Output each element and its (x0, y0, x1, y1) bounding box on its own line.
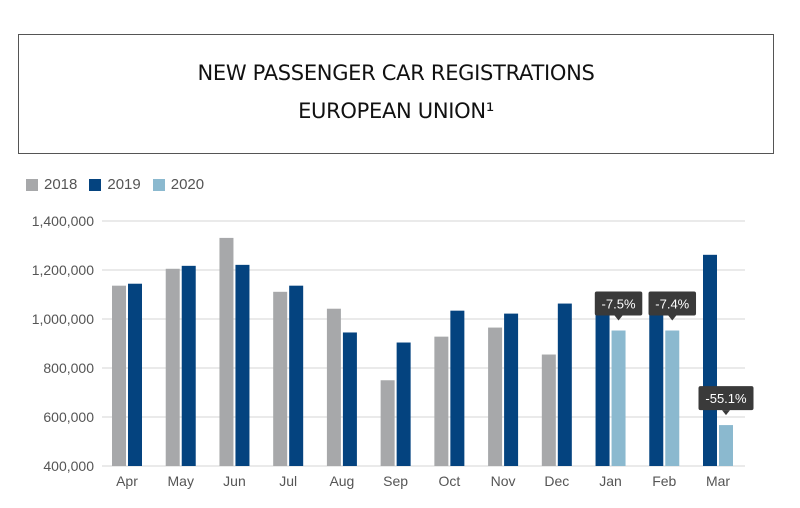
x-tick-label: Jun (223, 473, 246, 489)
bar-sep-2018 (380, 380, 395, 466)
chart-title-line1: NEW PASSENGER CAR REGISTRATIONS (197, 61, 595, 85)
bar-jan-2019 (595, 310, 610, 466)
bar-nov-2019 (504, 313, 519, 466)
legend-label: 2019 (107, 176, 141, 193)
y-tick-label: 1,200,000 (32, 262, 94, 278)
x-tick-label: Oct (438, 473, 460, 489)
x-tick-label: Dec (544, 473, 569, 489)
x-tick-label: Apr (116, 473, 138, 489)
chart-title-box: NEW PASSENGER CAR REGISTRATIONS EUROPEAN… (18, 34, 774, 154)
x-tick-label: Jan (599, 473, 622, 489)
bar-jun-2018 (219, 237, 234, 466)
bar-jul-2018 (273, 291, 288, 466)
bar-sep-2019 (396, 342, 411, 466)
bar-feb-2020 (665, 330, 680, 466)
y-tick-label: 1,400,000 (32, 213, 94, 229)
annotation-pointer (614, 315, 623, 321)
y-tick-label: 1,000,000 (32, 311, 94, 327)
legend-item-2018: 2018 (26, 176, 77, 193)
bar-jan-2020 (611, 330, 626, 466)
y-tick-label: 600,000 (43, 409, 94, 425)
bar-dec-2018 (541, 354, 556, 466)
legend-item-2020: 2020 (152, 176, 205, 193)
x-tick-label: Sep (383, 473, 408, 489)
bar-jul-2019 (289, 285, 304, 466)
y-tick-label: 800,000 (43, 360, 94, 376)
annotation-label: -7.4% (655, 297, 689, 312)
bar-mar-2019 (703, 254, 717, 466)
chart-title-line2: EUROPEAN UNION¹ (298, 99, 494, 123)
bar-oct-2019 (450, 310, 465, 466)
x-tick-label: Feb (652, 473, 676, 489)
bar-jun-2019 (235, 264, 250, 466)
bar-aug-2018 (326, 308, 341, 466)
bar-apr-2018 (112, 285, 126, 466)
bar-nov-2018 (488, 327, 503, 466)
legend-label: 2018 (44, 176, 78, 193)
bar-aug-2019 (342, 332, 357, 466)
legend: 2018 2019 2020 (26, 176, 204, 193)
bar-feb-2019 (649, 310, 664, 466)
y-tick-label: 400,000 (43, 458, 94, 474)
bar-dec-2019 (557, 303, 572, 466)
annotation-pointer (722, 410, 730, 416)
annotation-label: -55.1% (705, 391, 747, 406)
annotation-label: -7.5% (602, 297, 636, 312)
bar-apr-2019 (128, 283, 142, 466)
annotation-pointer (668, 315, 677, 321)
x-tick-label: Nov (491, 473, 516, 489)
x-tick-label: Jul (279, 473, 297, 489)
annotation-box (698, 386, 754, 411)
legend-swatch (89, 178, 102, 191)
bar-oct-2018 (434, 336, 449, 466)
legend-swatch (152, 178, 165, 191)
annotation-box (594, 291, 643, 316)
bar-may-2018 (165, 268, 180, 466)
legend-item-2019: 2019 (89, 176, 141, 193)
x-tick-label: Mar (706, 473, 730, 489)
x-tick-label: Aug (329, 473, 354, 489)
legend-label: 2020 (170, 176, 205, 193)
bar-may-2019 (181, 265, 196, 466)
annotation-box (648, 291, 697, 316)
x-tick-label: May (168, 473, 194, 489)
legend-swatch (26, 178, 38, 191)
bar-mar-2020 (719, 425, 733, 466)
